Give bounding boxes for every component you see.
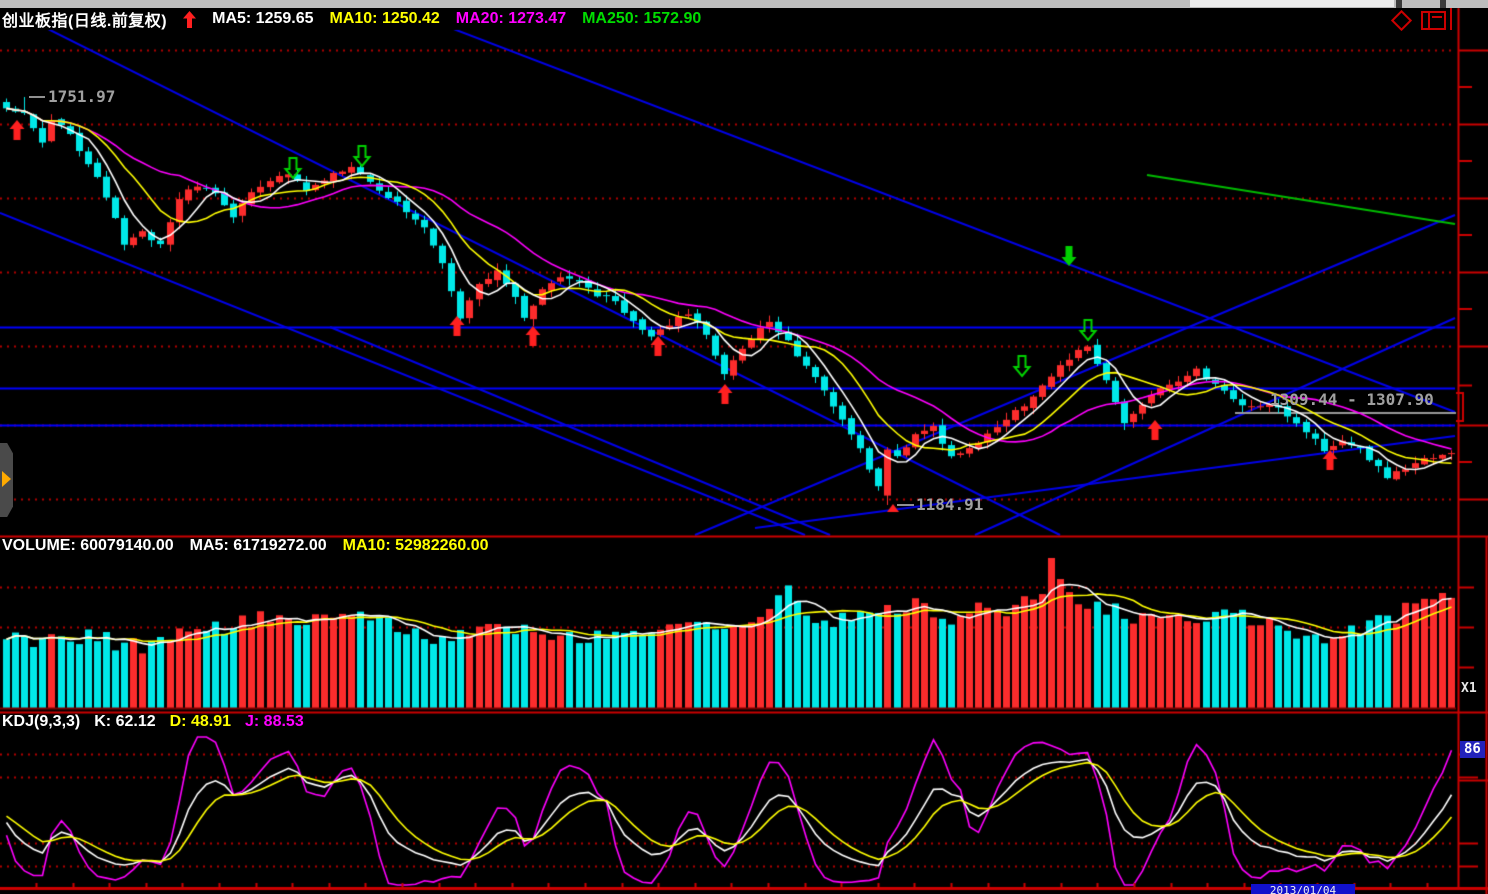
low-price-label: 1184.91 [916,495,984,514]
toolbar-light-segment [1190,0,1394,7]
kdj-k-value: K: 62.12 [94,713,156,730]
volume-scale-multiplier-label: X1 [1461,681,1477,696]
split-window-icon-divider [1428,13,1430,28]
kdj-header: KDJ(9,3,3) K: 62.12 D: 48.91 J: 88.53 [2,713,304,731]
header-cursor-line [1450,8,1452,30]
price-up-arrow-icon [183,10,197,28]
high-price-label: 1751.97 [48,87,116,106]
toolbar-notch [1440,0,1446,8]
kdj-axis-value-badge: 86 [1460,741,1485,758]
chart-header: 创业板指(日线.前复权) MA5: 1259.65 MA10: 1250.42 … [0,8,1386,30]
ma5-value: MA5: 1259.65 [212,10,314,27]
toolbar-notch [1396,0,1402,8]
top-toolbar-strip[interactable] [0,0,1488,8]
kdj-j-value: J: 88.53 [245,713,304,730]
high-price-tick [29,96,45,98]
sidebar-expand-handle[interactable] [0,443,13,517]
kdj-label: KDJ(9,3,3) [2,713,81,730]
split-window-icon-mark [1432,16,1442,18]
ma250-value: MA250: 1572.90 [582,10,702,27]
volume-ma10-value: MA10: 52982260.00 [342,537,489,554]
low-price-tick [897,504,914,506]
volume-ma5-value: MA5: 61719272.00 [189,537,327,554]
split-window-icon[interactable] [1421,11,1446,30]
kdj-d-value: D: 48.91 [169,713,231,730]
date-axis-label: 2013/01/04 [1251,884,1355,894]
ma10-value: MA10: 1250.42 [329,10,440,27]
chart-title: 创业板指(日线.前复权) [2,13,168,30]
range-price-label: 1309.44 - 1307.90 [1270,390,1434,409]
ma20-value: MA20: 1273.47 [455,10,567,27]
volume-header: VOLUME: 60079140.00 MA5: 61719272.00 MA1… [2,537,489,555]
volume-value: VOLUME: 60079140.00 [2,537,174,554]
expand-arrow-icon [2,471,11,487]
